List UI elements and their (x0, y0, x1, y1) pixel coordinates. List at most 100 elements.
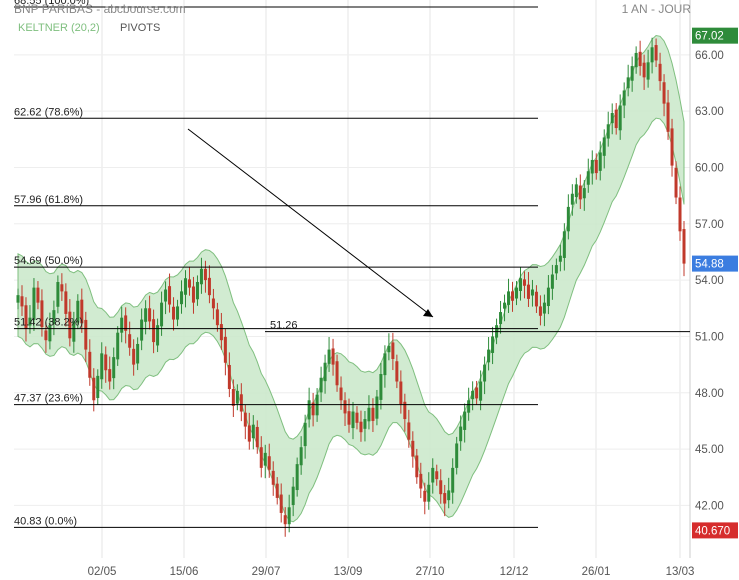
y-tick-label: 42.00 (695, 500, 724, 512)
candle-body (550, 274, 554, 289)
candle-body (96, 375, 100, 399)
x-tick-label: 26/01 (582, 566, 611, 578)
fib-label: 47.37 (23.6%) (14, 393, 83, 405)
candle-body (355, 412, 359, 423)
candle-body (375, 396, 379, 419)
candle-body (88, 351, 92, 378)
candle-body (251, 424, 255, 439)
candle-body (658, 63, 662, 82)
candle-body (76, 300, 80, 323)
y-tick-label: 63.00 (695, 106, 724, 118)
candle-body (606, 124, 610, 139)
price-tag-box (692, 522, 738, 539)
candle-body (172, 306, 176, 320)
fib-label: 51.42 (38.2%) (14, 317, 83, 329)
candle-body (331, 348, 335, 365)
candle-body (64, 291, 68, 314)
fibonacci-levels: 68.55 (100.0%) 62.62 (78.6%) 57.96 (61.8%)… (14, 0, 538, 528)
candle-body (626, 77, 630, 89)
candle-body (104, 354, 108, 371)
candle-body (347, 411, 351, 425)
candle-body (646, 62, 650, 80)
candle-body (650, 47, 654, 63)
candle-body (534, 291, 538, 307)
candle-body (140, 319, 144, 341)
price-tag-label: 40.670 (695, 525, 730, 537)
candle-body (247, 425, 251, 442)
y-axis: 66.00 63.00 60.00 57.00 54.00 51.00 48.00 45.00… (695, 50, 724, 513)
candle-body (383, 353, 387, 376)
candle-body (164, 289, 168, 302)
candle-body (283, 515, 287, 525)
candle-body (132, 348, 136, 365)
candle-body (395, 361, 399, 382)
candle-body (60, 284, 64, 292)
candle-body (303, 422, 307, 447)
candle-body (610, 113, 614, 124)
candle-body (491, 336, 495, 353)
candle-body (526, 284, 530, 299)
candle-body (144, 308, 148, 322)
candle-body (68, 311, 72, 339)
candle-body (570, 193, 574, 205)
candle-body (638, 51, 642, 67)
candle-body (522, 279, 526, 286)
price-tag-box (692, 27, 738, 44)
candle-body (223, 336, 227, 363)
candle-body (311, 402, 315, 416)
candle-body (451, 467, 455, 493)
price-tag-label: 67.02 (695, 31, 724, 43)
candle-body (359, 421, 363, 433)
candle-body (682, 229, 686, 264)
x-tick-label: 29/07 (252, 566, 281, 578)
y-tick-label: 51.00 (695, 331, 724, 343)
candle-body (211, 298, 215, 309)
candle-body (562, 231, 566, 258)
candle-body (343, 400, 347, 414)
candle-body (219, 324, 223, 341)
candle-body (590, 159, 594, 174)
candle-body (239, 394, 243, 412)
x-tick-label: 02/05 (88, 566, 117, 578)
candle-series (16, 37, 686, 537)
candle-body (435, 471, 439, 480)
candle-body (403, 401, 407, 420)
candle-body (176, 306, 180, 320)
candle-body (199, 268, 203, 285)
candle-body (335, 361, 339, 386)
candle-body (48, 325, 52, 342)
y-tick-label: 48.00 (695, 388, 724, 400)
candle-body (503, 302, 507, 309)
candle-body (235, 390, 239, 404)
candle-body (598, 152, 602, 171)
candle-body (487, 349, 491, 363)
candle-body (28, 317, 32, 326)
candle-body (339, 387, 343, 401)
candle-body (431, 467, 435, 483)
candle-body (227, 364, 231, 390)
candle-body (455, 443, 459, 468)
candle-body (323, 362, 327, 382)
candle-body (168, 286, 172, 305)
x-tick-label: 13/09 (334, 566, 363, 578)
candle-body (602, 137, 606, 156)
y-tick-label: 60.00 (695, 162, 724, 174)
candle-body (152, 319, 156, 343)
price-tag-label: 54.88 (695, 259, 724, 271)
candle-body (467, 400, 471, 413)
candle-body (471, 390, 475, 400)
candle-body (642, 62, 646, 78)
candle-body (191, 286, 195, 303)
candle-body (291, 486, 295, 506)
candle-body (36, 287, 40, 303)
pivot-label: 51.26 (270, 320, 298, 332)
candle-body (231, 389, 235, 406)
candle-body (120, 317, 124, 333)
chart-title: BNP PARIBAS - abcbourse.com (14, 2, 186, 16)
candle-body (662, 82, 666, 104)
pivot-level: 51.26 (265, 320, 690, 333)
candle-body (279, 494, 283, 513)
candle-body (263, 452, 267, 466)
candle-body (267, 456, 271, 470)
candle-body (511, 291, 515, 301)
